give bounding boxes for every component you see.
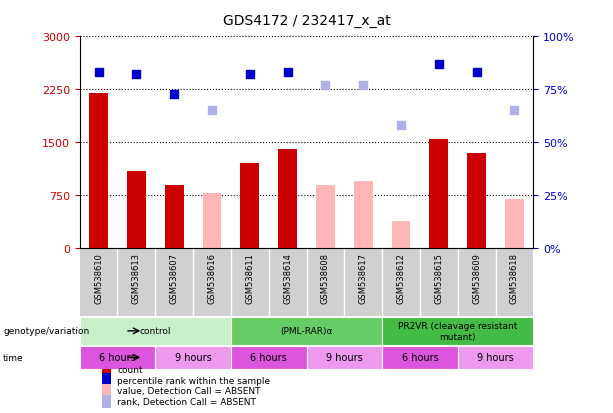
Text: PR2VR (cleavage resistant
mutant): PR2VR (cleavage resistant mutant)	[398, 321, 517, 341]
Text: GSM538611: GSM538611	[245, 252, 254, 303]
Text: GSM538610: GSM538610	[94, 252, 103, 303]
Bar	[467, 154, 486, 249]
Bar	[165, 185, 184, 249]
Text: GSM538615: GSM538615	[434, 252, 443, 303]
FancyBboxPatch shape	[306, 346, 382, 369]
Text: 9 hours: 9 hours	[326, 353, 363, 363]
Text: count: count	[117, 365, 143, 374]
Bar	[316, 185, 335, 249]
FancyBboxPatch shape	[231, 346, 306, 369]
Bar	[102, 384, 110, 398]
Bar	[429, 140, 448, 249]
Text: 6 hours: 6 hours	[402, 353, 438, 363]
Text: GSM538607: GSM538607	[170, 252, 179, 303]
FancyBboxPatch shape	[80, 346, 155, 369]
Bar	[102, 373, 110, 387]
Bar	[202, 194, 221, 249]
Text: GSM538616: GSM538616	[207, 252, 216, 303]
Point	[396, 123, 406, 129]
Point	[131, 72, 141, 78]
Text: (PML-RAR)α: (PML-RAR)α	[280, 327, 333, 335]
Text: GSM538614: GSM538614	[283, 252, 292, 303]
Text: 6 hours: 6 hours	[250, 353, 287, 363]
Text: GSM538608: GSM538608	[321, 252, 330, 303]
FancyBboxPatch shape	[80, 317, 231, 345]
FancyBboxPatch shape	[231, 317, 382, 345]
Text: 9 hours: 9 hours	[477, 353, 514, 363]
Text: GSM538613: GSM538613	[132, 252, 141, 303]
Bar	[240, 164, 259, 249]
Point	[207, 108, 217, 114]
Text: GSM538617: GSM538617	[359, 252, 368, 303]
Text: 6 hours: 6 hours	[99, 353, 136, 363]
Bar	[127, 171, 146, 249]
Point	[245, 72, 255, 78]
Bar	[278, 150, 297, 249]
Point	[169, 91, 179, 97]
Text: control: control	[140, 327, 171, 335]
Text: GSM538612: GSM538612	[397, 252, 406, 303]
Bar	[102, 395, 110, 408]
Point	[358, 83, 368, 89]
Text: GSM538618: GSM538618	[510, 252, 519, 303]
Text: time: time	[3, 353, 24, 362]
Point	[472, 70, 482, 76]
Text: 9 hours: 9 hours	[175, 353, 211, 363]
Point	[434, 62, 444, 68]
Text: rank, Detection Call = ABSENT: rank, Detection Call = ABSENT	[117, 397, 256, 406]
Bar	[505, 199, 524, 249]
Bar	[89, 94, 108, 249]
FancyBboxPatch shape	[382, 346, 458, 369]
Text: GDS4172 / 232417_x_at: GDS4172 / 232417_x_at	[223, 14, 390, 28]
Text: value, Detection Call = ABSENT: value, Detection Call = ABSENT	[117, 387, 261, 396]
FancyBboxPatch shape	[155, 346, 231, 369]
Bar	[392, 222, 411, 249]
Point	[94, 70, 104, 76]
Bar	[354, 182, 373, 249]
Point	[321, 83, 330, 89]
Point	[283, 70, 292, 76]
Text: genotype/variation: genotype/variation	[3, 327, 89, 335]
FancyBboxPatch shape	[458, 346, 533, 369]
Text: percentile rank within the sample: percentile rank within the sample	[117, 376, 270, 385]
Bar	[102, 363, 110, 377]
FancyBboxPatch shape	[382, 317, 533, 345]
Text: GSM538609: GSM538609	[472, 252, 481, 303]
Point	[509, 108, 519, 114]
